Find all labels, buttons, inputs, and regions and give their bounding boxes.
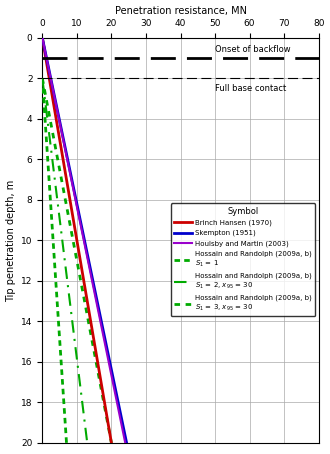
Text: Full base contact: Full base contact — [215, 84, 286, 93]
Text: Onset of backflow: Onset of backflow — [215, 45, 291, 54]
X-axis label: Penetration resistance, MN: Penetration resistance, MN — [115, 5, 247, 15]
Y-axis label: Tip penetration depth, m: Tip penetration depth, m — [6, 179, 16, 301]
Legend: Brinch Hansen (1970), Skempton (1951), Houlsby and Martin (2003), Hossain and Ra: Brinch Hansen (1970), Skempton (1951), H… — [171, 203, 315, 316]
